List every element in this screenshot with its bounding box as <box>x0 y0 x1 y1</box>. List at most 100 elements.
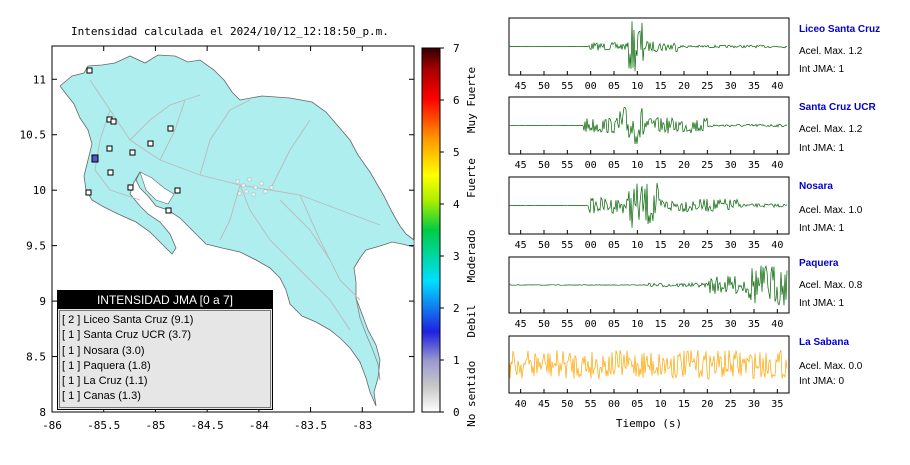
time-tick-label: 40 <box>771 319 783 330</box>
colorbar-tick-label: 2 <box>453 302 460 315</box>
station-int: Int JMA: 1 <box>799 143 845 154</box>
time-tick-label: 50 <box>538 319 550 330</box>
time-tick-label: 05 <box>608 81 620 92</box>
time-tick-label: 30 <box>725 240 737 251</box>
time-tick-label: 00 <box>608 399 620 410</box>
time-tick-label: 30 <box>725 160 737 171</box>
time-tick-label: 35 <box>748 160 760 171</box>
time-tick-label: 45 <box>515 81 527 92</box>
time-tick-label: 55 <box>561 240 573 251</box>
time-tick-label: 25 <box>725 399 737 410</box>
legend-item: [ 2 ] Liceo Santa Cruz (9.1) <box>62 314 194 326</box>
time-tick-label: 25 <box>701 81 713 92</box>
station-acel: Acel. Max. 1.2 <box>799 124 863 135</box>
time-tick-label: 25 <box>701 240 713 251</box>
time-tick-label: 30 <box>725 319 737 330</box>
colorbar-category-label: No sentido <box>465 361 478 427</box>
time-tick-label: 35 <box>748 240 760 251</box>
time-tick-label: 50 <box>538 160 550 171</box>
time-tick-label: 55 <box>585 399 597 410</box>
time-tick-label: 25 <box>701 319 713 330</box>
station-int: Int JMA: 1 <box>799 298 845 309</box>
time-tick-label: 00 <box>585 160 597 171</box>
time-tick-label: 45 <box>538 399 550 410</box>
station-name: Paquera <box>799 258 839 269</box>
time-tick-label: 20 <box>678 319 690 330</box>
time-tick-label: 15 <box>655 319 667 330</box>
time-tick-label: 20 <box>701 399 713 410</box>
gulf-of-nicoya <box>139 171 175 205</box>
time-tick-label: 50 <box>561 399 573 410</box>
legend-title: INTENSIDAD JMA [0 a 7] <box>58 291 272 309</box>
time-tick-label: 45 <box>515 160 527 171</box>
colorbar-category-label: Muy Fuerte <box>465 67 478 133</box>
station-name: Santa Cruz UCR <box>799 102 876 113</box>
colorbar-category-label: Debil <box>465 304 478 337</box>
legend-item: [ 1 ] Canas (1.3) <box>62 390 141 403</box>
time-tick-label: 55 <box>561 319 573 330</box>
waveform-trace <box>509 349 788 380</box>
x-tick-label: -83 <box>352 419 372 432</box>
time-tick-label: 30 <box>748 399 760 410</box>
y-tick-label: 9.5 <box>26 240 46 253</box>
waveform-trace <box>509 182 788 228</box>
station-acel: Acel. Max. 0.8 <box>799 280 863 291</box>
waveform-plots: 45 50 55 00 05 10 15 20 25 30 35 40 45 50 55 00 05 10 15 20… <box>508 17 790 430</box>
colorbar-tick-label: 4 <box>453 198 460 211</box>
time-tick-label: 40 <box>771 240 783 251</box>
y-tick-label: 8 <box>39 406 46 419</box>
x-tick-label: -86 <box>42 419 62 432</box>
time-tick-label: 10 <box>631 160 643 171</box>
station-name: Liceo Santa Cruz <box>799 24 881 35</box>
time-tick-label: 20 <box>678 81 690 92</box>
y-tick-label: 9 <box>39 295 46 308</box>
x-tick-label: -84 <box>249 419 269 432</box>
y-tick-label: 8.5 <box>26 351 46 364</box>
osa-coast <box>355 297 381 381</box>
waveform-panel: 45 50 55 00 05 10 15 20 25 30 35 40 45 50 55 00 05 10 15 20… <box>490 0 910 460</box>
road-network <box>89 79 381 331</box>
station-acel: Acel. Max. 0.0 <box>799 361 863 372</box>
station-markers <box>85 67 181 214</box>
x-tick-label: -83.5 <box>294 419 327 432</box>
station-name: Nosara <box>799 181 833 192</box>
time-tick-label: 55 <box>561 81 573 92</box>
x-tick-label: -85 <box>145 419 165 432</box>
time-tick-label: 05 <box>608 319 620 330</box>
colorbar-tick-label: 5 <box>453 146 460 159</box>
colorbar-tick-label: 3 <box>453 250 460 263</box>
legend-item: [ 1 ] Nosara (3.0) <box>62 344 145 357</box>
station-acel: Acel. Max. 1.0 <box>799 205 863 216</box>
legend-item: [ 1 ] Santa Cruz UCR (3.7) <box>62 329 191 342</box>
time-tick-label: 45 <box>515 319 527 330</box>
time-tick-label: 30 <box>725 81 737 92</box>
time-tick-label: 55 <box>561 160 573 171</box>
time-tick-label: 40 <box>515 399 527 410</box>
legend-item: [ 1 ] La Cruz (1.1) <box>62 375 148 388</box>
station-int: Int JMA: 1 <box>799 64 845 75</box>
time-tick-label: 10 <box>631 81 643 92</box>
time-tick-label: 35 <box>771 399 783 410</box>
time-tick-label: 50 <box>538 240 550 251</box>
x-tick-label: -85.5 <box>87 419 120 432</box>
time-tick-label: 15 <box>655 160 667 171</box>
time-tick-label: 15 <box>655 81 667 92</box>
time-tick-label: 00 <box>585 81 597 92</box>
time-tick-label: 00 <box>585 319 597 330</box>
x-tick-label: -84.5 <box>191 419 224 432</box>
intensity-map-panel: Intensidad calculada el 2024/10/12_12:18… <box>20 25 479 432</box>
time-tick-label: 50 <box>538 81 550 92</box>
time-tick-label: 20 <box>678 160 690 171</box>
station-int: Int JMA: 1 <box>799 223 845 234</box>
waveform-trace <box>509 106 788 145</box>
time-tick-label: 40 <box>771 81 783 92</box>
time-tick-label: 20 <box>678 240 690 251</box>
map-y-axis: 11 10.5 10 9.5 9 8.5 8 <box>20 73 414 419</box>
time-tick-label: 05 <box>608 240 620 251</box>
legend-item: [ 1 ] Paquera (1.8) <box>62 359 151 372</box>
map-x-axis: -86 -85.5 -85 -84.5 -84 -83.5 -83 <box>42 46 372 432</box>
colorbar-ticks: 0 1 2 3 4 5 6 7 <box>440 42 460 419</box>
time-tick-label: 35 <box>748 81 760 92</box>
map-title: Intensidad calculada el 2024/10/12_12:18… <box>71 25 389 38</box>
legend-inner-frame <box>59 310 271 408</box>
